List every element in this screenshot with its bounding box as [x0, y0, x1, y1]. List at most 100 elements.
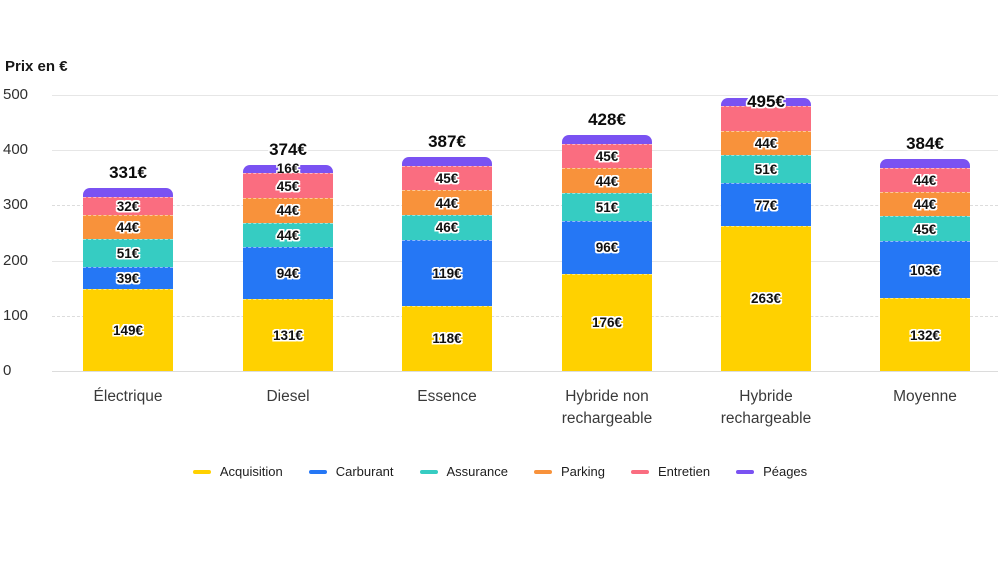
segment-péages-2: 16€ — [243, 161, 333, 176]
legend-item-entretien: Entretien — [631, 464, 710, 479]
segment-entretien-1: 32€ — [83, 197, 173, 215]
bar-total-label: 374€ — [269, 139, 307, 159]
segment-value-label: 44€ — [116, 219, 140, 235]
segment-value-label: 45€ — [276, 178, 300, 194]
legend-item-péages: Péages — [736, 464, 807, 479]
segment-parking-5: 44€ — [721, 130, 811, 156]
bar-hybride-rechargeable: 44€ 51€ 77€ 263€ — [721, 97, 811, 371]
legend-label: Parking — [560, 464, 606, 479]
legend-dash-icon — [631, 469, 650, 474]
segment-value-label: 44€ — [435, 195, 459, 211]
x-axis-category-labels: Électrique Diesel Essence Hybride non recha… — [0, 386, 1000, 436]
segment-péages-3 — [402, 157, 492, 166]
segment-assurance-4: 51€ — [562, 192, 652, 221]
segment-péages-6 — [880, 159, 970, 168]
y-tick-label-0: 0 — [3, 362, 12, 379]
y-tick-label-500: 500 — [3, 86, 29, 103]
segment-value-label: 263€ — [750, 291, 782, 307]
segment-value-label: 132€ — [909, 327, 941, 343]
segment-value-label: 44€ — [913, 197, 937, 213]
segment-value-label: 51€ — [595, 199, 619, 215]
segment-value-label: 45€ — [913, 221, 937, 237]
segment-value-label: 176€ — [591, 315, 623, 331]
segment-parking-2: 44€ — [243, 198, 333, 223]
segment-value-label: 96€ — [595, 240, 619, 256]
segment-value-label: 45€ — [595, 148, 619, 164]
segment-parking-6: 44€ — [880, 192, 970, 217]
segment-entretien-3: 45€ — [402, 165, 492, 191]
gridline-400 — [52, 150, 998, 152]
bar-électrique: 32€ 44€ 51€ 39€ 149€ — [83, 188, 173, 371]
segment-value-label: 119€ — [432, 266, 462, 281]
segment-péages-4 — [562, 134, 652, 144]
gridline-500 — [52, 95, 998, 96]
segment-acquisition-3: 118€ — [402, 305, 492, 371]
segment-acquisition-5: 263€ — [721, 225, 811, 371]
segment-value-label: 51€ — [116, 246, 140, 262]
segment-entretien-6: 44€ — [880, 167, 970, 193]
legend-dash-icon — [308, 469, 327, 474]
segment-value-label: 118€ — [432, 331, 462, 347]
segment-value-label: 45€ — [435, 171, 459, 187]
bar-total-label: 495€ — [747, 92, 785, 111]
segment-entretien-2: 45€ — [243, 173, 333, 199]
segment-assurance-1: 51€ — [83, 239, 173, 268]
segment-entretien-4: 45€ — [562, 143, 652, 169]
legend-label: Péages — [763, 464, 808, 479]
segment-acquisition-4: 176€ — [562, 273, 652, 371]
legend-label: Carburant — [335, 464, 394, 479]
legend-dash-icon — [736, 469, 755, 474]
category-label-électrique: Électrique — [93, 388, 163, 405]
legend-item-carburant: Carburant — [308, 464, 394, 479]
segment-assurance-3: 46€ — [402, 214, 492, 241]
category-label-diesel: Diesel — [266, 388, 310, 405]
plot-area: 32€ 44€ 51€ 39€ 149€ 331€ 16€ 45€ 44€ 44€ 94€ 131€ 3… — [0, 92, 1000, 371]
segment-carburant-3: 119€ — [402, 240, 492, 306]
segment-value-label: 51€ — [754, 162, 778, 178]
y-tick-label-300: 300 — [3, 196, 29, 214]
category-label-hybride-rechargeable: Hybride rechargeable — [720, 388, 812, 427]
bar-moyenne: 44€ 44€ 45€ 103€ 132€ — [880, 159, 970, 371]
segment-carburant-1: 39€ — [83, 267, 173, 289]
segment-value-label: 44€ — [913, 173, 937, 189]
segment-value-label: 131€ — [272, 327, 304, 343]
segment-value-label: 44€ — [276, 203, 300, 219]
category-label-moyenne: Moyenne — [893, 388, 957, 405]
category-label-essence: Essence — [417, 388, 477, 405]
legend-label: Entretien — [658, 464, 711, 479]
segment-value-label: 16€ — [276, 161, 300, 177]
legend-label: Assurance — [446, 464, 508, 479]
y-tick-label-200: 200 — [3, 251, 29, 269]
bar-total-label: 384€ — [906, 134, 944, 154]
segment-assurance-2: 44€ — [243, 222, 333, 247]
bar-total-label: 331€ — [109, 163, 147, 183]
segment-carburant-4: 96€ — [562, 220, 652, 274]
bar-total-label: 428€ — [588, 109, 626, 129]
gridline-100 — [52, 315, 998, 317]
legend: Acquisition Carburant Assurance Parking Entr… — [0, 464, 1000, 479]
segment-carburant-2: 94€ — [243, 246, 333, 299]
gridline-0 — [52, 371, 998, 372]
segment-parking-4: 44€ — [562, 168, 652, 193]
segment-péages-1 — [83, 188, 173, 198]
legend-dash-icon — [533, 469, 552, 474]
legend-dash-icon — [419, 469, 438, 474]
segment-assurance-5: 51€ — [721, 155, 811, 184]
segment-assurance-6: 45€ — [880, 216, 970, 242]
segment-carburant-5: 77€ — [721, 183, 811, 226]
segment-acquisition-6: 132€ — [880, 298, 970, 371]
segment-acquisition-1: 149€ — [83, 288, 173, 371]
y-axis-title: Prix en € — [5, 58, 68, 75]
segment-value-label: 149€ — [112, 322, 144, 338]
segment-entretien-5 — [721, 106, 811, 131]
segment-value-label: 94€ — [276, 265, 300, 281]
legend-item-assurance: Assurance — [419, 464, 508, 479]
segment-parking-1: 44€ — [83, 214, 173, 240]
gridline-200 — [52, 260, 998, 262]
bar-diesel: 16€ 45€ 44€ 44€ 94€ 131€ — [243, 161, 333, 371]
gridline-300 — [52, 205, 998, 207]
legend-item-parking: Parking — [533, 464, 606, 479]
y-tick-label-100: 100 — [3, 306, 29, 324]
y-tick-label-400: 400 — [3, 141, 29, 159]
